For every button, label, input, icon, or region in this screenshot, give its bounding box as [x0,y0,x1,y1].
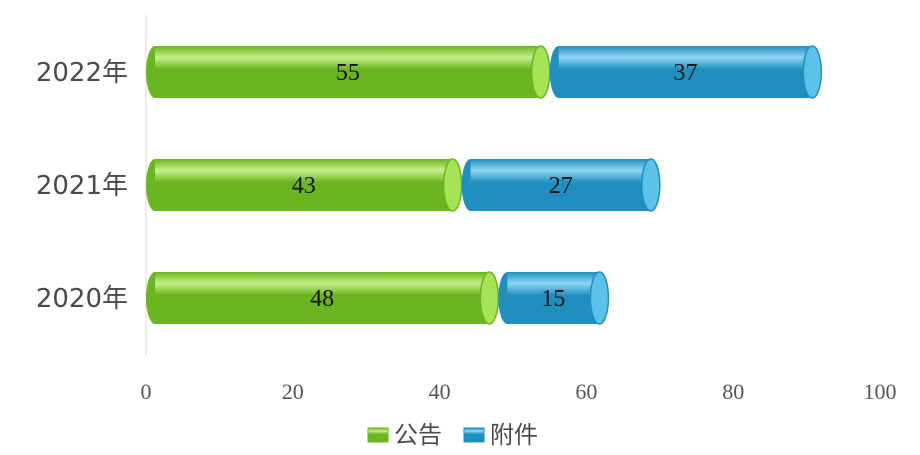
category-label: 2021年 [36,171,128,201]
legend-swatch [463,427,485,443]
bar-附件-2021年: 27 [461,158,661,212]
bar-公告-2021年: 43 [146,158,463,212]
bars-group: 55 37 43 27 48 15 [146,45,823,325]
bar-cap [802,45,823,99]
data-label: 43 [292,173,316,199]
bar-body [155,159,453,211]
bar-附件-2022年: 37 [549,45,823,99]
legend-swatch [367,427,389,443]
category-labels: 2022年 2021年 2020年 [36,58,128,314]
bar-公告-2022年: 55 [146,45,551,99]
data-label: 15 [541,286,565,312]
data-label: 37 [673,60,697,86]
bar-body [558,46,813,98]
legend: 公告 附件 [367,421,538,449]
x-tick-label: 0 [141,379,152,404]
x-tick-label: 60 [575,379,597,404]
bar-cap [442,158,463,212]
data-label: 48 [310,286,334,312]
x-tick-label: 20 [282,379,304,404]
x-tick-label: 40 [429,379,451,404]
category-label: 2020年 [36,284,128,314]
bar-body [507,272,600,324]
bar-cap [589,271,610,325]
data-label: 55 [336,60,360,86]
bar-cap [641,158,661,212]
bar-cap [530,45,551,99]
data-label: 27 [549,173,573,199]
bar-cap [479,271,500,325]
bar-body [470,159,651,211]
bar-公告-2020年: 48 [146,271,500,325]
legend-item: 公告 [367,421,442,449]
bar-body [155,272,490,324]
legend-label: 公告 [394,421,442,449]
x-tick-label: 100 [864,379,897,404]
category-label: 2022年 [36,58,128,88]
legend-label: 附件 [490,421,538,449]
bar-body [155,46,541,98]
bar-附件-2020年: 15 [498,271,610,325]
x-tick-label: 80 [722,379,744,404]
x-tick-labels: 0 20 40 60 80 100 [141,379,897,404]
legend-item: 附件 [463,421,538,449]
